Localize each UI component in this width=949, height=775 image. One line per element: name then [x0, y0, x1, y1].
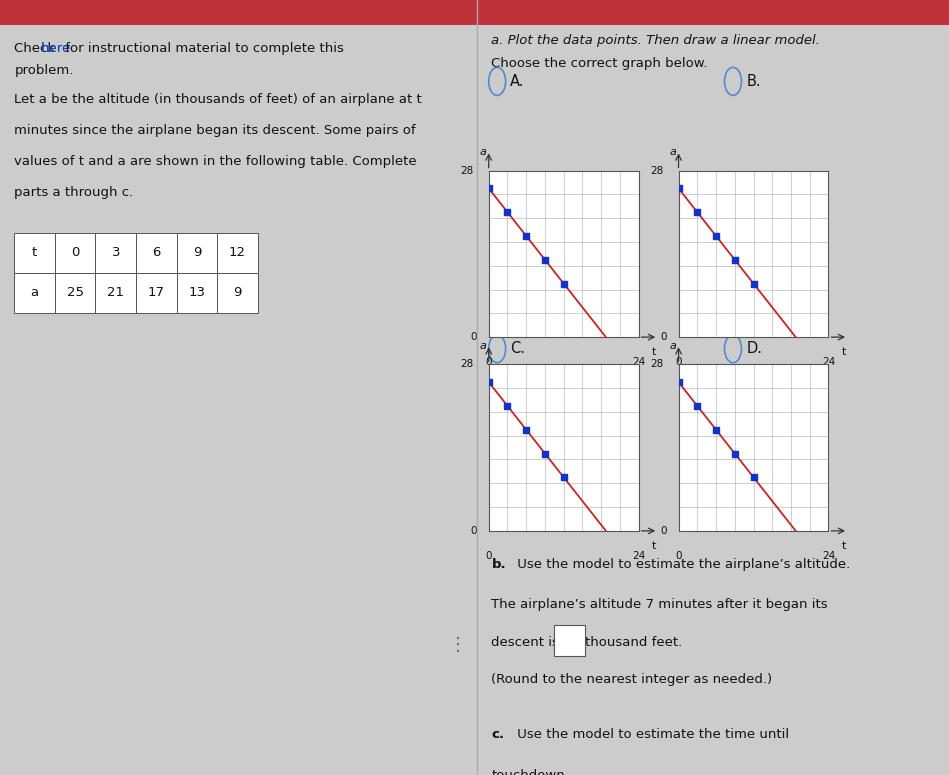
Text: 28: 28 [460, 166, 474, 175]
Text: (Round to the nearest integer as needed.): (Round to the nearest integer as needed.… [492, 673, 772, 686]
Text: Choose the correct graph below.: Choose the correct graph below. [492, 57, 708, 71]
Text: thousand feet.: thousand feet. [585, 636, 682, 649]
FancyBboxPatch shape [55, 232, 96, 273]
Text: 24: 24 [822, 357, 835, 367]
Text: Use the model to estimate the time until: Use the model to estimate the time until [512, 728, 789, 742]
Text: parts a through c.: parts a through c. [14, 186, 134, 199]
Text: a: a [479, 341, 486, 351]
FancyBboxPatch shape [136, 232, 177, 273]
Text: 24: 24 [632, 551, 645, 561]
Text: 25: 25 [66, 287, 84, 299]
Text: ⋮: ⋮ [450, 636, 468, 654]
FancyBboxPatch shape [136, 273, 177, 313]
FancyBboxPatch shape [55, 273, 96, 313]
FancyBboxPatch shape [177, 273, 217, 313]
Point [500, 400, 515, 412]
Text: minutes since the airplane began its descent. Some pairs of: minutes since the airplane began its des… [14, 124, 416, 137]
Text: 13: 13 [189, 287, 205, 299]
Text: Let a be the altitude (in thousands of feet) of an airplane at t: Let a be the altitude (in thousands of f… [14, 93, 422, 106]
FancyBboxPatch shape [217, 232, 258, 273]
Point [746, 471, 761, 484]
Text: 0: 0 [486, 357, 492, 367]
Text: 3: 3 [111, 246, 120, 259]
Point [708, 423, 723, 436]
Text: Use the model to estimate the airplane’s altitude.: Use the model to estimate the airplane’s… [512, 558, 850, 571]
Point [746, 277, 761, 290]
Text: a: a [669, 341, 676, 351]
Point [481, 182, 496, 195]
FancyBboxPatch shape [96, 273, 136, 313]
Text: t: t [651, 347, 656, 357]
Point [481, 376, 496, 388]
Text: 0: 0 [676, 551, 681, 561]
Text: t: t [32, 246, 37, 259]
Text: 0: 0 [676, 357, 681, 367]
Text: values of t and a are shown in the following table. Complete: values of t and a are shown in the follo… [14, 155, 417, 168]
Text: 24: 24 [822, 551, 835, 561]
Text: a. Plot the data points. Then draw a linear model.: a. Plot the data points. Then draw a lin… [492, 34, 820, 47]
Text: 6: 6 [152, 246, 160, 259]
Text: here: here [41, 42, 71, 55]
Text: a: a [479, 147, 486, 157]
Text: B.: B. [746, 74, 761, 89]
Point [690, 400, 705, 412]
Text: b.: b. [492, 558, 506, 571]
Point [708, 229, 723, 242]
Text: 24: 24 [632, 357, 645, 367]
FancyBboxPatch shape [477, 0, 949, 25]
Text: The airplane’s altitude 7 minutes after it began its: The airplane’s altitude 7 minutes after … [492, 598, 828, 611]
Text: 9: 9 [233, 287, 242, 299]
Text: 0: 0 [661, 332, 666, 342]
Text: 0: 0 [486, 551, 492, 561]
Text: c.: c. [492, 728, 505, 742]
Point [671, 376, 686, 388]
Point [518, 229, 533, 242]
Text: problem.: problem. [14, 64, 74, 77]
Text: C.: C. [511, 341, 526, 356]
Text: 0: 0 [471, 526, 476, 536]
Point [537, 447, 552, 460]
Point [671, 182, 686, 195]
Text: touchdown.: touchdown. [492, 769, 569, 775]
Text: 0: 0 [471, 332, 476, 342]
Text: 28: 28 [650, 166, 663, 175]
Text: here: here [41, 42, 71, 55]
Text: D.: D. [746, 341, 762, 356]
Point [727, 447, 742, 460]
Text: 28: 28 [650, 360, 663, 369]
Text: for instructional material to complete this: for instructional material to complete t… [61, 42, 344, 55]
Text: t: t [651, 541, 656, 551]
Point [556, 277, 571, 290]
FancyBboxPatch shape [0, 0, 477, 25]
FancyBboxPatch shape [177, 232, 217, 273]
Text: Check: Check [14, 42, 60, 55]
FancyBboxPatch shape [96, 232, 136, 273]
FancyBboxPatch shape [554, 625, 585, 656]
Text: 17: 17 [148, 287, 165, 299]
Text: 0: 0 [661, 526, 666, 536]
Point [537, 253, 552, 266]
Text: 12: 12 [229, 246, 246, 259]
Text: t: t [841, 541, 846, 551]
Text: a: a [669, 147, 676, 157]
Text: 21: 21 [107, 287, 124, 299]
Point [727, 253, 742, 266]
Point [500, 206, 515, 219]
Point [518, 423, 533, 436]
Point [690, 206, 705, 219]
Text: 0: 0 [71, 246, 80, 259]
FancyBboxPatch shape [14, 273, 55, 313]
FancyBboxPatch shape [217, 273, 258, 313]
Text: descent is: descent is [492, 636, 559, 649]
Text: t: t [841, 347, 846, 357]
Text: 28: 28 [460, 360, 474, 369]
Text: a: a [30, 287, 39, 299]
Text: A.: A. [511, 74, 525, 89]
FancyBboxPatch shape [14, 232, 55, 273]
Point [556, 471, 571, 484]
Text: 9: 9 [193, 246, 201, 259]
